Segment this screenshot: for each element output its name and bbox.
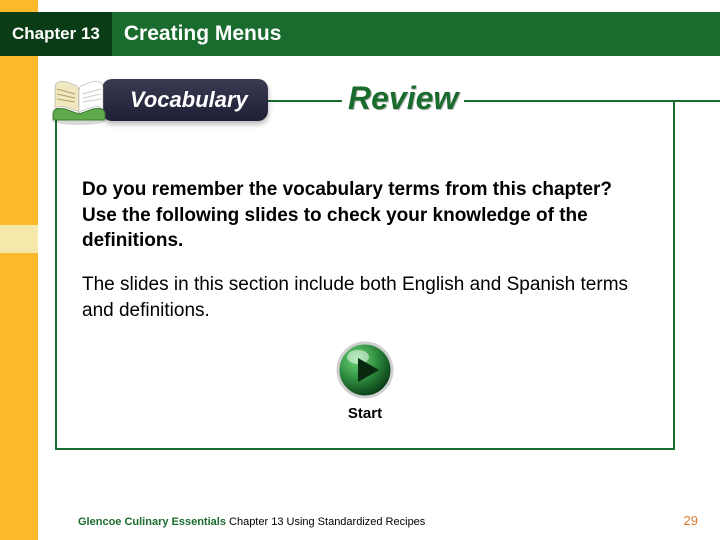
footer-citation: Glencoe Culinary Essentials Chapter 13 U… <box>78 516 425 528</box>
vocabulary-badge: Vocabulary <box>47 72 268 127</box>
footer-chapter: Chapter 13 <box>226 516 287 528</box>
footer-book-title: Glencoe Culinary Essentials <box>78 516 226 528</box>
chapter-title: Creating Menus <box>124 22 282 46</box>
heading-rule <box>467 100 720 102</box>
slide-footer: Glencoe Culinary Essentials Chapter 13 U… <box>0 513 720 528</box>
footer-subtitle: Using Standardized Recipes <box>287 516 426 528</box>
start-label: Start <box>82 405 648 422</box>
intro-paragraph-1: Do you remember the vocabulary terms fro… <box>82 177 648 254</box>
start-control: Start <box>82 341 648 422</box>
page-number: 29 <box>684 513 698 528</box>
chapter-number-badge: Chapter 13 <box>0 12 112 56</box>
left-accent-stripe <box>0 0 38 540</box>
open-book-icon <box>47 72 112 127</box>
vocabulary-pill: Vocabulary <box>102 79 268 121</box>
chapter-header: Chapter 13 Creating Menus <box>0 12 720 56</box>
review-panel: Vocabulary Review Do you remember the vo… <box>55 100 675 450</box>
review-heading: Review <box>342 80 464 117</box>
intro-paragraph-2: The slides in this section include both … <box>82 272 648 323</box>
play-button[interactable] <box>336 341 394 399</box>
